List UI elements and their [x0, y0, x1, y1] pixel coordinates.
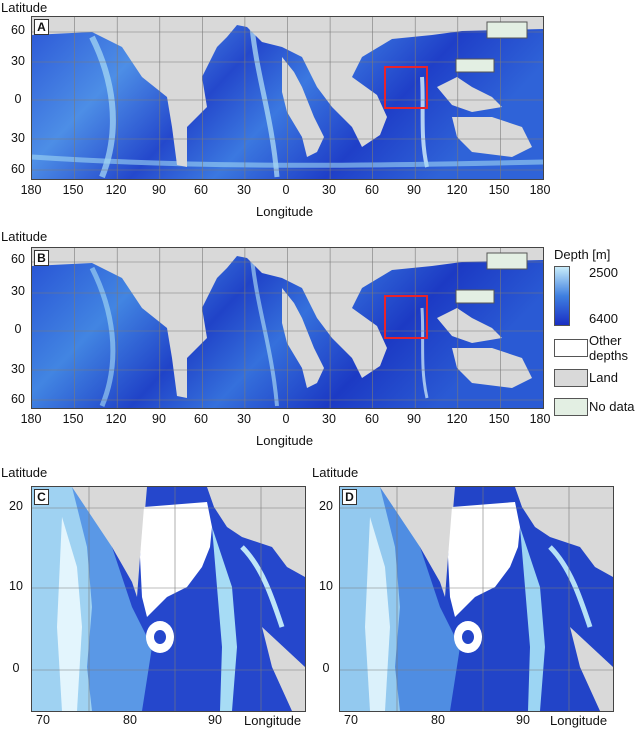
legend-nodata-label: No data [589, 399, 635, 414]
panel-c-x-axis-label: Longitude [244, 713, 302, 728]
panel-a-lat-tick-60s: 60 [11, 162, 25, 176]
panel-b-lon-tick: 180 [529, 412, 551, 426]
panel-d-letter: D [342, 489, 357, 505]
panel-c-map-graphic [32, 487, 305, 711]
legend-depth-gradient [554, 266, 570, 326]
panel-a-lat-tick-60n: 60 [11, 23, 25, 37]
panel-b-lon-tick: 60 [194, 412, 208, 426]
panel-d-lon-tick-70: 70 [344, 713, 358, 727]
panel-a-lon-tick: 0 [282, 183, 290, 197]
panel-b-lon-tick: 90 [407, 412, 421, 426]
panel-a-lon-tick: 180 [529, 183, 551, 197]
panel-a-lon-tick: 180 [20, 183, 42, 197]
panel-a-lon-tick: 120 [105, 183, 127, 197]
panel-b-lat-tick-0: 0 [14, 322, 22, 336]
panel-a-lon-tick: 30 [322, 183, 336, 197]
panel-b-map-graphic [32, 248, 543, 408]
panel-b-x-axis-label: Longitude [256, 433, 314, 448]
panel-b-lon-tick: 30 [237, 412, 251, 426]
panel-a-lat-tick-0: 0 [14, 92, 22, 106]
panel-a-world-depth-map: A [31, 16, 544, 180]
panel-a-x-axis-label: Longitude [256, 204, 314, 219]
panel-b-lon-tick: 120 [105, 412, 127, 426]
panel-d-lat-tick-20: 20 [319, 499, 333, 513]
panel-a-lon-tick: 120 [446, 183, 468, 197]
panel-b-lon-tick: 30 [322, 412, 336, 426]
panel-b-y-axis-label: Latitude [1, 229, 48, 244]
panel-a-lon-tick: 60 [365, 183, 379, 197]
panel-d-x-axis-label: Longitude [550, 713, 608, 728]
legend-gradient-top-label: 2500 [589, 265, 618, 280]
legend-other-line1: Other [589, 333, 622, 348]
panel-a-lon-tick: 150 [62, 183, 84, 197]
panel-d-lat-tick-0: 0 [322, 661, 330, 675]
panel-b-lon-tick: 120 [446, 412, 468, 426]
panel-d-lat-tick-10: 10 [319, 579, 333, 593]
panel-b-lon-tick: 90 [152, 412, 166, 426]
legend-land-label: Land [589, 370, 618, 385]
legend-title: Depth [m] [554, 247, 611, 262]
panel-d-y-axis-label: Latitude [312, 465, 359, 480]
legend-other-depths-label: Other depths [589, 333, 628, 363]
panel-c-lat-tick-10: 10 [9, 579, 23, 593]
legend-land-swatch [554, 369, 588, 387]
panel-a-lon-tick: 60 [194, 183, 208, 197]
legend-gradient-bottom-label: 6400 [589, 311, 618, 326]
panel-d-map-graphic [340, 487, 613, 711]
panel-a-lon-tick: 90 [152, 183, 166, 197]
panel-b-lon-tick: 150 [62, 412, 84, 426]
panel-a-lon-tick: 90 [407, 183, 421, 197]
panel-c-lon-tick-70: 70 [36, 713, 50, 727]
panel-b-lon-tick: 180 [20, 412, 42, 426]
panel-c-lon-tick-90: 90 [208, 713, 222, 727]
legend-other-line2: depths [589, 348, 629, 363]
panel-a-lat-tick-30s: 30 [11, 131, 25, 145]
panel-c-lat-tick-0: 0 [12, 661, 20, 675]
panel-c-lat-tick-20: 20 [9, 499, 23, 513]
panel-c-y-axis-label: Latitude [1, 465, 48, 480]
panel-c-letter: C [34, 489, 49, 505]
panel-b-world-depth-map: B [31, 247, 544, 409]
panel-b-lat-tick-60n: 60 [11, 252, 25, 266]
panel-b-lat-tick-60s: 60 [11, 392, 25, 406]
panel-a-lon-tick: 30 [237, 183, 251, 197]
panel-a-letter: A [34, 19, 49, 35]
panel-a-map-graphic [32, 17, 543, 179]
legend-nodata-swatch [554, 398, 588, 416]
panel-b-lon-tick: 0 [282, 412, 290, 426]
panel-b-lat-tick-30n: 30 [11, 284, 25, 298]
panel-b-letter: B [34, 250, 49, 266]
panel-a-lon-tick: 150 [488, 183, 510, 197]
panel-a-lat-tick-30n: 30 [11, 54, 25, 68]
panel-d-indian-ocean-depth-map: D [339, 486, 614, 712]
legend-other-depths-swatch [554, 339, 588, 357]
panel-c-indian-ocean-depth-map: C [31, 486, 306, 712]
panel-d-lon-tick-80: 80 [431, 713, 445, 727]
panel-c-lon-tick-80: 80 [123, 713, 137, 727]
panel-b-lon-tick: 150 [488, 412, 510, 426]
panel-a-y-axis-label: Latitude [1, 0, 48, 15]
panel-b-lon-tick: 60 [365, 412, 379, 426]
panel-b-lat-tick-30s: 30 [11, 362, 25, 376]
panel-d-lon-tick-90: 90 [516, 713, 530, 727]
